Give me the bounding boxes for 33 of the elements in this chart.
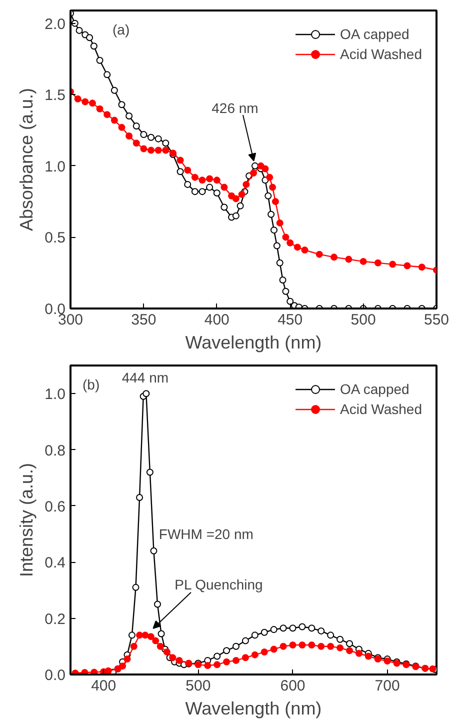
annotation: (a) <box>112 22 130 38</box>
x-tick-label: 450 <box>278 312 303 328</box>
y-tick-label: 0.0 <box>44 667 66 684</box>
x-axis-title: Wavelength (nm) <box>185 332 322 352</box>
y-tick-label: 0.5 <box>44 230 66 247</box>
x-tick-label: 400 <box>91 678 116 694</box>
y-tick-label: 0.6 <box>44 498 66 516</box>
x-tick-label: 350 <box>131 312 156 328</box>
annotation: FWHM =20 nm <box>158 526 254 542</box>
x-tick-label: 400 <box>204 312 230 328</box>
y-tick-label: 0.8 <box>44 442 66 460</box>
y-tick-label: 0.2 <box>44 610 66 628</box>
legend-label: Acid Washed <box>340 46 422 62</box>
y-axis-title: Intensity (a.u.) <box>16 462 37 578</box>
annotation: 444 nm <box>122 370 169 386</box>
y-axis-title: Absorbance (a.u.) <box>16 88 37 232</box>
y-tick-label: 1.0 <box>44 386 66 404</box>
x-tick-label: 700 <box>374 678 400 694</box>
x-tick-label: 600 <box>280 678 306 694</box>
legend-label: OA capped <box>340 26 410 42</box>
x-tick-label: 550 <box>424 312 450 328</box>
annotation: PL Quenching <box>174 576 263 592</box>
y-tick-label: 2.0 <box>44 16 66 33</box>
y-tick-label: 0.4 <box>44 554 66 572</box>
x-axis-title: Wavelength (nm) <box>185 698 322 718</box>
legend-label: Acid Washed <box>340 401 422 417</box>
annotation: (b) <box>82 376 100 392</box>
legend-label: OA capped <box>340 381 410 397</box>
y-tick-label: 1.0 <box>44 158 66 176</box>
x-tick-label: 500 <box>350 312 376 328</box>
y-tick-label: 1.5 <box>44 87 66 104</box>
annotation: 426 nm <box>212 100 258 116</box>
x-tick-label: 500 <box>186 678 211 694</box>
